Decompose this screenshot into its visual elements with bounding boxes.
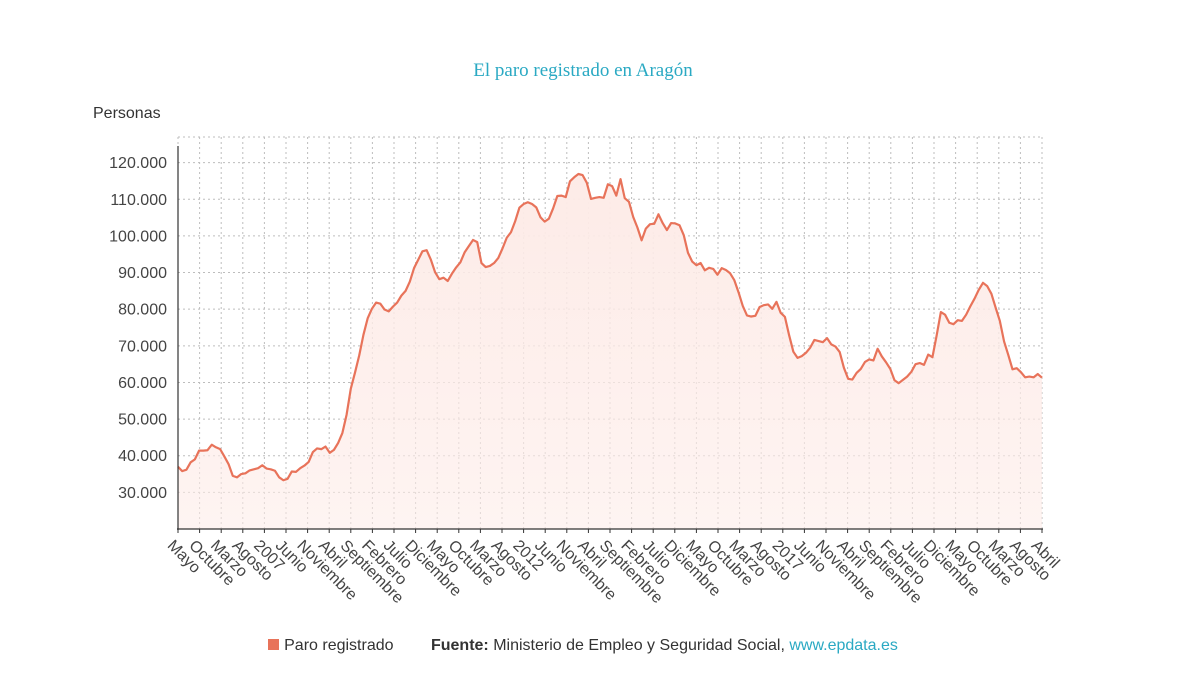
- legend-label: Paro registrado: [284, 637, 394, 654]
- series-line-paro-registrado: [177, 172, 1043, 482]
- y-tick-label: 60.000: [118, 375, 167, 392]
- y-tick-label: 110.000: [110, 192, 167, 209]
- y-tick-label: 70.000: [118, 338, 167, 355]
- chart-footer: Paro registrado Fuente: Ministerio de Em…: [0, 637, 1166, 655]
- source-text: Ministerio de Empleo y Seguridad Social,: [493, 637, 785, 654]
- y-tick-label: 50.000: [118, 412, 167, 429]
- axis-layer: [177, 146, 1043, 533]
- y-tick-label: 80.000: [118, 302, 167, 319]
- y-tick-label: 90.000: [118, 265, 167, 282]
- y-tick-label: 40.000: [118, 448, 167, 465]
- source-link[interactable]: www.epdata.es: [789, 637, 898, 654]
- line-layer: [177, 172, 1043, 482]
- y-tick-label: 120.000: [109, 155, 167, 172]
- y-axis-unit-label: Personas: [93, 105, 161, 122]
- source-label: Fuente:: [430, 637, 489, 654]
- chart-title: El paro registrado en Aragón: [473, 60, 693, 81]
- series-area-paro-registrado: [178, 174, 1042, 529]
- area-layer: [178, 174, 1042, 529]
- y-tick-label: 30.000: [118, 485, 167, 502]
- legend-swatch: [268, 639, 280, 650]
- y-tick-label: 100.000: [109, 228, 167, 245]
